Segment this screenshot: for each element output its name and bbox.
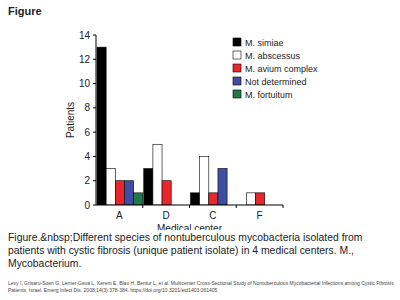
y-axis-label: Patients bbox=[65, 102, 76, 138]
legend-label: M. abscessus bbox=[245, 51, 301, 61]
y-tick-label: 0 bbox=[84, 200, 90, 211]
bar bbox=[218, 169, 227, 205]
legend-swatch bbox=[233, 77, 241, 85]
legend-swatch bbox=[233, 64, 241, 72]
bar bbox=[200, 156, 209, 205]
bar bbox=[144, 169, 153, 205]
legend-label: M. avium complex bbox=[245, 64, 318, 74]
bar bbox=[106, 169, 115, 205]
bar bbox=[153, 144, 162, 205]
x-tick-label: C bbox=[209, 210, 216, 221]
bar bbox=[134, 193, 143, 205]
bar bbox=[162, 181, 171, 205]
y-tick bbox=[93, 83, 96, 84]
bar bbox=[191, 193, 200, 205]
y-tick bbox=[93, 35, 96, 36]
legend-label: M. fortuitum bbox=[245, 90, 293, 100]
x-tick bbox=[283, 205, 284, 208]
caption: Figure.&nbsp;Different species of nontub… bbox=[8, 231, 396, 270]
x-tick bbox=[189, 205, 190, 208]
chart: 0 2 4 6 8 10 12 14 A D C F Patients Medical center M. … bbox=[0, 0, 400, 230]
x-tick bbox=[142, 205, 143, 208]
y-tick-label: 6 bbox=[84, 127, 90, 138]
bar bbox=[246, 193, 255, 205]
y-tick bbox=[93, 205, 96, 206]
y-tick bbox=[93, 180, 96, 181]
y-tick bbox=[93, 156, 96, 157]
legend-swatch bbox=[233, 51, 241, 59]
x-tick bbox=[236, 205, 237, 208]
bar bbox=[115, 181, 124, 205]
y-tick bbox=[93, 59, 96, 60]
x-tick-label: A bbox=[116, 210, 123, 221]
legend: M. simiae M. abscessus M. avium complex Not… bbox=[233, 38, 318, 100]
y-tick-label: 12 bbox=[79, 54, 91, 65]
legend-label: M. simiae bbox=[245, 38, 284, 48]
x-axis-label: Medical center bbox=[157, 223, 223, 230]
y-tick-label: 4 bbox=[84, 151, 90, 162]
y-tick bbox=[93, 107, 96, 108]
y-tick-label: 8 bbox=[84, 102, 90, 113]
y-tick-label: 2 bbox=[84, 175, 90, 186]
legend-swatch bbox=[233, 38, 241, 46]
source: Levy I, Grisaru-Soen G, Lerner-Geva L, K… bbox=[8, 280, 396, 294]
bar bbox=[97, 47, 106, 205]
y-tick bbox=[93, 132, 96, 133]
legend-label: Not determined bbox=[245, 77, 307, 87]
bar bbox=[124, 181, 133, 205]
legend-swatch bbox=[233, 90, 241, 98]
x-tick-label: D bbox=[163, 210, 170, 221]
bars bbox=[97, 47, 265, 205]
y-tick-label: 14 bbox=[79, 30, 91, 41]
bar bbox=[256, 193, 265, 205]
heading: Figure bbox=[8, 5, 42, 17]
x-tick-label: F bbox=[257, 210, 263, 221]
y-axis bbox=[96, 35, 97, 205]
y-tick-label: 10 bbox=[79, 78, 91, 89]
bar bbox=[209, 193, 218, 205]
